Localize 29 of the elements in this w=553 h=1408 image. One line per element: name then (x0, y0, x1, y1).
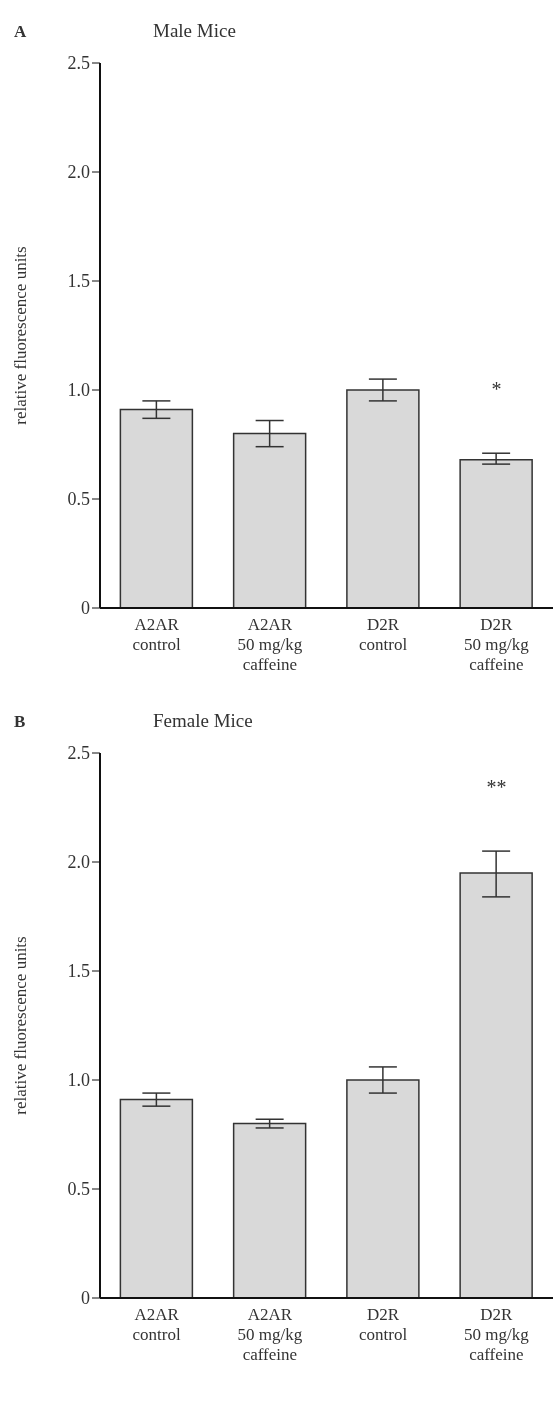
y-axis-title: relative fluorescence units (11, 246, 31, 425)
x-tick-label: D2R control (359, 1305, 408, 1344)
x-tick-label: A2AR control (132, 615, 181, 654)
y-tick-label: 1.0 (67, 380, 90, 401)
annotation: ** (486, 775, 507, 798)
chart-title: Female Mice (153, 710, 253, 732)
y-tick-label: 2.0 (67, 162, 90, 183)
y-tick-label: 0 (81, 1288, 90, 1309)
x-tick-label: A2AR 50 mg/kg caffeine (237, 1305, 303, 1364)
x-tick-label: A2AR 50 mg/kg caffeine (237, 615, 303, 674)
x-tick-label: D2R 50 mg/kg caffeine (464, 1305, 530, 1364)
y-tick-label: 0.5 (67, 489, 90, 510)
y-axis-title: relative fluorescence units (11, 936, 31, 1115)
y-tick-label: 2.0 (67, 852, 90, 873)
text: A (14, 22, 27, 41)
y-tick-label: 2.5 (67, 743, 90, 764)
x-tick-label: D2R control (359, 615, 408, 654)
y-tick-label: 2.5 (67, 53, 90, 74)
y-tick-label: 0 (81, 598, 90, 619)
chart-title: Male Mice (153, 20, 236, 42)
x-tick-label: D2R 50 mg/kg caffeine (464, 615, 530, 674)
annotation: * (491, 377, 502, 400)
text: B (14, 712, 26, 731)
x-tick-label: A2AR control (132, 1305, 181, 1344)
bar (232, 1122, 307, 1298)
y-tick-label: 1.0 (67, 1070, 90, 1091)
y-tick-label: 1.5 (67, 961, 90, 982)
y-tick-label: 0.5 (67, 1179, 90, 1200)
y-tick-label: 1.5 (67, 271, 90, 292)
